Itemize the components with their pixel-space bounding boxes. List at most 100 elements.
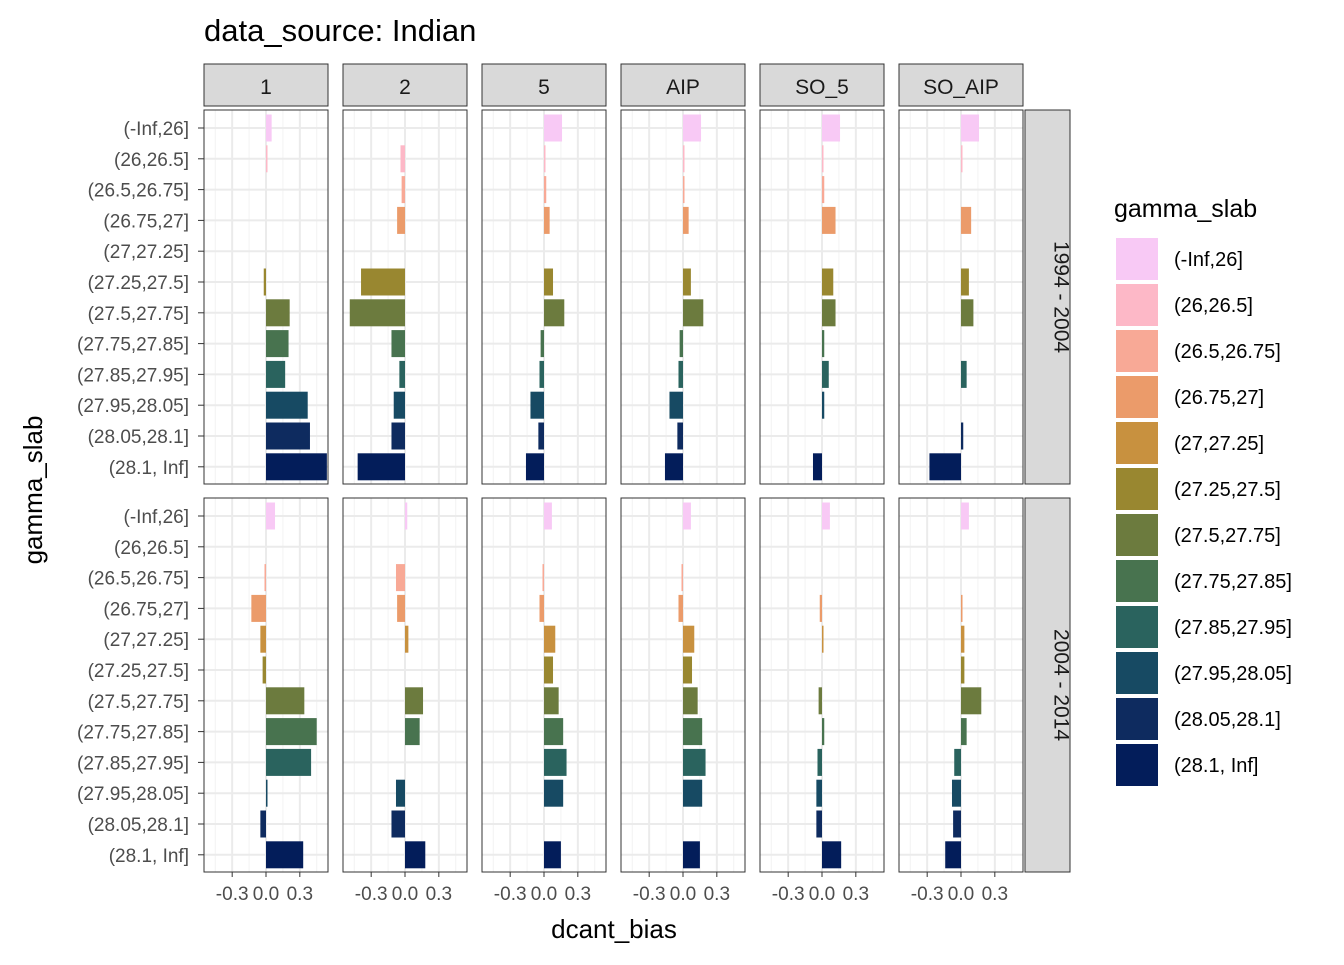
legend-label: (27.95,28.05] bbox=[1174, 663, 1292, 685]
panel-border bbox=[620, 497, 746, 873]
bar bbox=[683, 656, 693, 684]
bar bbox=[683, 145, 685, 173]
y-tick-label: (26,26.5] bbox=[114, 538, 189, 559]
bar bbox=[683, 268, 691, 296]
panel-border bbox=[481, 109, 607, 485]
bar bbox=[816, 779, 822, 807]
y-tick-label: (-Inf,26] bbox=[124, 119, 189, 140]
strip-background bbox=[1024, 109, 1071, 485]
y-tick-label: (27.95,28.05] bbox=[77, 396, 189, 417]
bar bbox=[397, 594, 405, 622]
bar bbox=[539, 360, 544, 388]
bar bbox=[683, 779, 703, 807]
bar bbox=[542, 564, 544, 592]
bar bbox=[260, 810, 266, 838]
bar bbox=[678, 360, 683, 388]
bar bbox=[822, 206, 836, 234]
legend-label: (28.05,28.1] bbox=[1174, 709, 1281, 731]
y-tick-label: (26.5,26.75] bbox=[88, 181, 189, 202]
bar bbox=[683, 687, 698, 715]
x-tick-label: 0.0 bbox=[809, 884, 835, 905]
bar bbox=[544, 841, 561, 869]
legend-swatch bbox=[1116, 514, 1158, 556]
bar bbox=[391, 810, 405, 838]
bar bbox=[525, 453, 544, 481]
y-tick-label: (26,26.5] bbox=[114, 150, 189, 171]
bar bbox=[544, 748, 567, 776]
bar bbox=[405, 718, 420, 746]
bar bbox=[664, 453, 683, 481]
x-tick-label: 0.3 bbox=[287, 884, 313, 905]
strip-label: SO_5 bbox=[795, 76, 849, 99]
legend-label: (27.25,27.5] bbox=[1174, 479, 1281, 501]
x-tick-label: -0.3 bbox=[633, 884, 666, 905]
bar bbox=[683, 206, 689, 234]
x-tick-label: 0.0 bbox=[670, 884, 696, 905]
x-axis-col-5: -0.3 0.0 0.3 bbox=[772, 872, 869, 905]
x-tick-label: -0.3 bbox=[911, 884, 944, 905]
bar bbox=[544, 206, 550, 234]
panel-border bbox=[759, 109, 885, 485]
bar bbox=[397, 206, 405, 234]
bar bbox=[266, 502, 276, 530]
bar bbox=[961, 299, 974, 327]
panel-so-aip-row-1 bbox=[898, 109, 1024, 485]
strip-label: AIP bbox=[666, 76, 700, 99]
panel-border bbox=[898, 109, 1024, 485]
legend-swatch bbox=[1116, 606, 1158, 648]
bar bbox=[818, 687, 822, 715]
legend-label: (26.5,26.75] bbox=[1174, 341, 1281, 363]
legend-swatch bbox=[1116, 560, 1158, 602]
legend-label: (27,27.25] bbox=[1174, 433, 1264, 455]
x-tick-label: 0.3 bbox=[982, 884, 1008, 905]
bar bbox=[349, 299, 405, 327]
legend-item: (27.75,27.85] bbox=[1116, 560, 1292, 602]
legend-item: (26.75,27] bbox=[1116, 376, 1264, 418]
legend-item: (27.85,27.95] bbox=[1116, 606, 1292, 648]
bar bbox=[395, 779, 405, 807]
strip-label: SO_AIP bbox=[923, 76, 999, 99]
period-strip-2: 2004 - 2014 bbox=[1024, 497, 1073, 873]
strip-background bbox=[203, 63, 329, 107]
bar bbox=[393, 391, 405, 419]
strip-background bbox=[342, 63, 468, 107]
x-axis-col-4: -0.3 0.0 0.3 bbox=[633, 872, 730, 905]
facet-strip-2: 2 bbox=[342, 63, 468, 107]
legend-swatch bbox=[1116, 422, 1158, 464]
bar bbox=[266, 360, 286, 388]
y-tick-label: (28.1, Inf] bbox=[109, 458, 189, 479]
bar bbox=[683, 502, 691, 530]
y-tick-label: (27.75,27.85] bbox=[77, 335, 189, 356]
y-tick-label: (26.5,26.75] bbox=[88, 569, 189, 590]
bar bbox=[405, 502, 408, 530]
panel-border bbox=[898, 497, 1024, 873]
bar bbox=[251, 594, 266, 622]
bar bbox=[951, 779, 961, 807]
facet-strip-1: 1 bbox=[203, 63, 329, 107]
bar bbox=[266, 145, 268, 173]
x-tick-label: 0.0 bbox=[253, 884, 279, 905]
panel-so-5-row-1 bbox=[759, 109, 885, 485]
legend-swatch bbox=[1116, 652, 1158, 694]
legend-title: gamma_slab bbox=[1114, 195, 1257, 223]
panel-5-row-1 bbox=[481, 109, 607, 485]
x-tick-label: -0.3 bbox=[494, 884, 527, 905]
panel-2-row-1 bbox=[342, 109, 468, 485]
panel-border bbox=[203, 109, 329, 485]
x-tick-label: 0.0 bbox=[948, 884, 974, 905]
legend-item: (28.05,28.1] bbox=[1116, 698, 1281, 740]
x-tick-label: 0.0 bbox=[531, 884, 557, 905]
y-tick-label: (27.75,27.85] bbox=[77, 723, 189, 744]
panel-border bbox=[342, 497, 468, 873]
bar bbox=[822, 502, 830, 530]
x-tick-label: 0.3 bbox=[565, 884, 591, 905]
bar bbox=[822, 718, 825, 746]
y-tick-label: (27.5,27.75] bbox=[88, 304, 189, 325]
y-axis-row-2: (-Inf,26] (26,26.5] (26.5,26.75] (26.75,27]… bbox=[77, 507, 204, 867]
bar bbox=[961, 687, 982, 715]
x-tick-label: 0.3 bbox=[704, 884, 730, 905]
bar bbox=[822, 268, 834, 296]
panel-border bbox=[481, 497, 607, 873]
legend-label: (27.5,27.75] bbox=[1174, 525, 1281, 547]
y-tick-label: (27.25,27.5] bbox=[88, 661, 189, 682]
